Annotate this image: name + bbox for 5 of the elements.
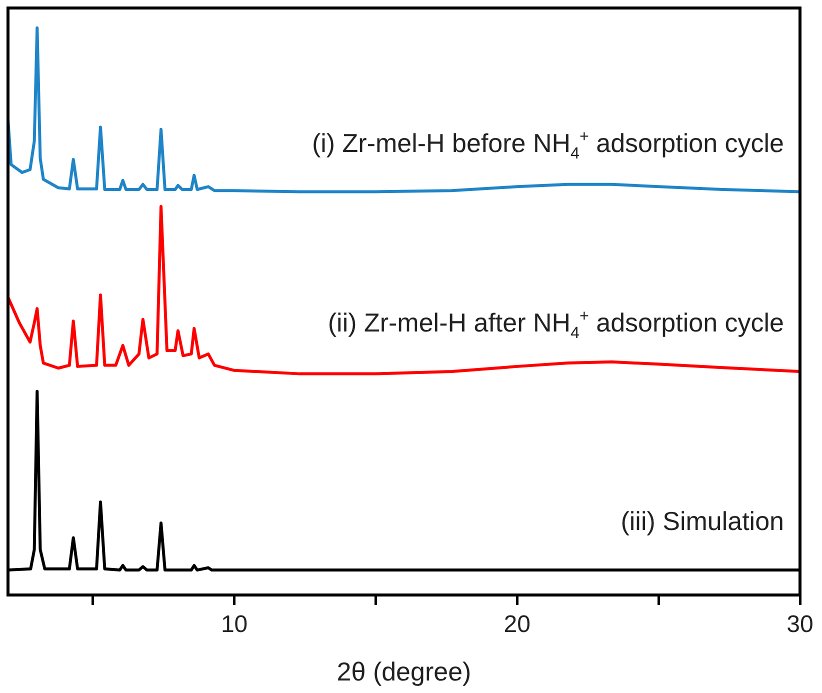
series-label: (iii) Simulation xyxy=(620,506,784,536)
x-tick-label: 20 xyxy=(504,611,530,638)
x-axis-title: 2θ (degree) xyxy=(336,656,472,687)
x-tick-label: 10 xyxy=(220,611,248,638)
x-tick-label: 30 xyxy=(786,611,814,638)
